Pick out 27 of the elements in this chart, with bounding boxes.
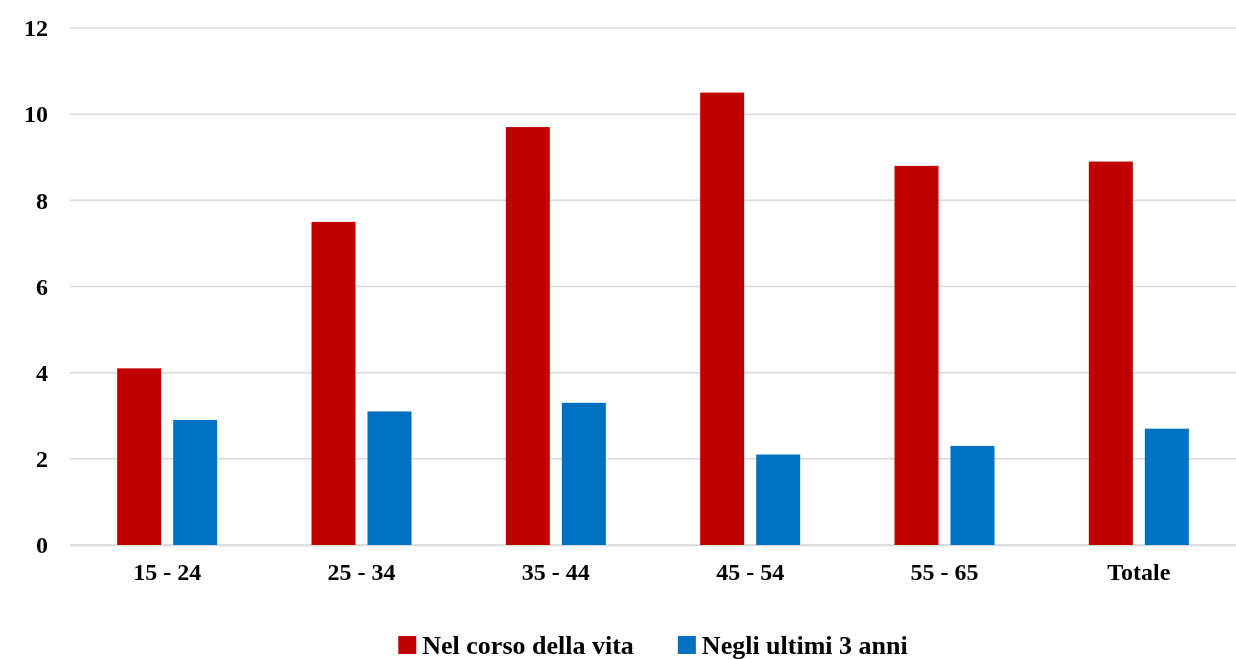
legend-label: Negli ultimi 3 anni: [701, 631, 908, 659]
y-tick-label: 4: [36, 359, 48, 386]
bar: [311, 221, 356, 545]
x-tick-label: 55 - 65: [910, 559, 979, 586]
bar: [950, 445, 995, 545]
bar: [173, 420, 218, 545]
bar: [561, 402, 606, 545]
bar: [1144, 428, 1189, 545]
bar: [1088, 161, 1133, 545]
bar: [367, 411, 412, 545]
bar: [700, 92, 745, 545]
legend-label: Nel corso della vita: [422, 631, 634, 659]
y-tick-label: 12: [24, 15, 48, 42]
y-tick-label: 2: [36, 446, 48, 473]
y-tick-label: 10: [24, 101, 48, 128]
x-tick-label: 35 - 44: [521, 559, 590, 586]
x-tick-label: 45 - 54: [716, 559, 785, 586]
x-tick-label: 15 - 24: [133, 559, 202, 586]
y-tick-label: 0: [36, 532, 48, 559]
bar: [894, 165, 939, 545]
y-tick-label: 8: [36, 187, 48, 214]
y-tick-label: 6: [36, 273, 48, 300]
x-tick-label: 25 - 34: [327, 559, 396, 586]
bar: [505, 127, 550, 545]
x-tick-label: Totale: [1107, 559, 1171, 586]
bar: [117, 368, 162, 545]
bar: [756, 454, 801, 545]
